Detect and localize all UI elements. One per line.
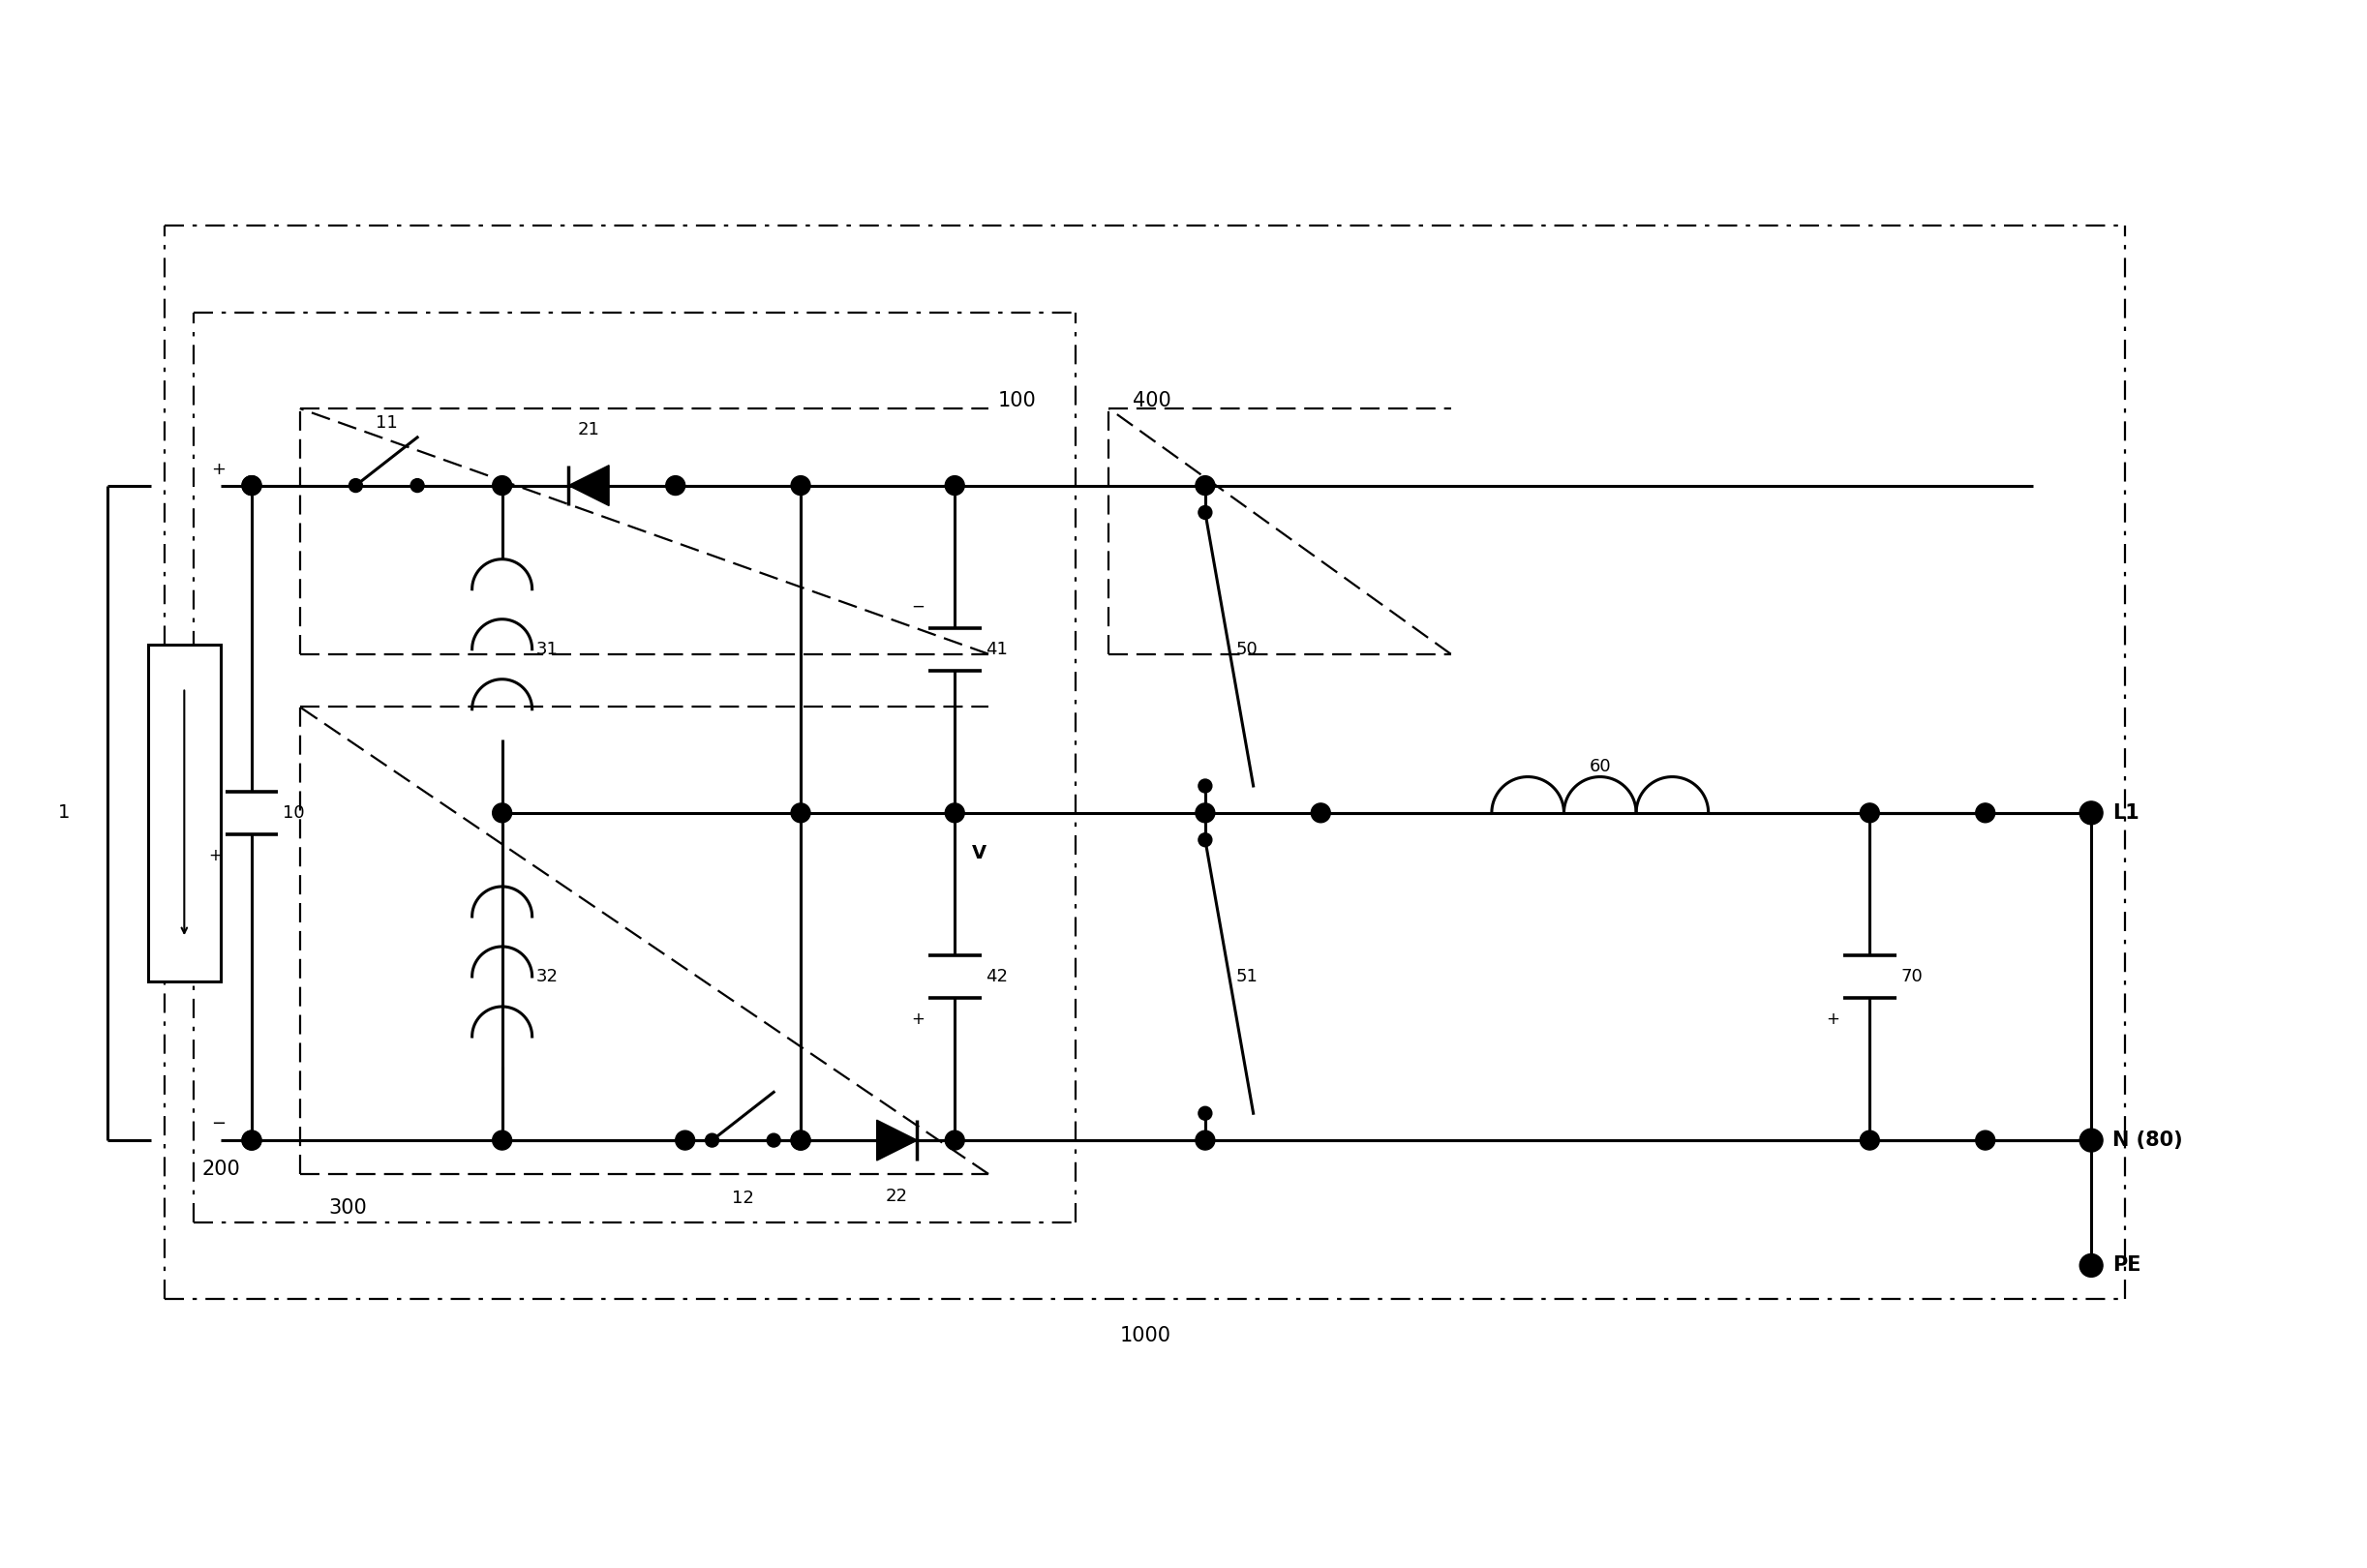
Circle shape: [409, 478, 424, 492]
Circle shape: [1198, 779, 1212, 793]
Circle shape: [2081, 1129, 2102, 1152]
Text: 11: 11: [376, 414, 398, 431]
Circle shape: [1311, 803, 1330, 823]
Circle shape: [241, 475, 260, 495]
Text: N (80): N (80): [2111, 1131, 2182, 1149]
Text: 400: 400: [1134, 390, 1172, 411]
Text: 42: 42: [985, 967, 1008, 985]
Circle shape: [944, 475, 963, 495]
Circle shape: [2081, 1131, 2102, 1149]
Circle shape: [1198, 506, 1212, 519]
Polygon shape: [568, 466, 608, 506]
Circle shape: [1195, 803, 1214, 823]
Text: +: +: [1827, 1010, 1839, 1027]
Circle shape: [1198, 833, 1212, 847]
Text: 21: 21: [578, 420, 599, 439]
Text: 200: 200: [201, 1159, 239, 1179]
Text: 51: 51: [1236, 967, 1259, 985]
Circle shape: [492, 475, 511, 495]
Circle shape: [492, 1131, 511, 1149]
Text: 60: 60: [1588, 757, 1612, 776]
Circle shape: [1860, 1131, 1879, 1149]
Circle shape: [241, 475, 260, 495]
Circle shape: [492, 803, 511, 823]
Circle shape: [1860, 803, 1879, 823]
Circle shape: [791, 1131, 810, 1149]
Text: 1000: 1000: [1120, 1327, 1172, 1345]
Circle shape: [241, 1131, 260, 1149]
Text: 70: 70: [1901, 967, 1922, 985]
Text: +: +: [211, 461, 225, 478]
Text: 22: 22: [885, 1187, 909, 1204]
Circle shape: [1976, 1131, 1995, 1149]
Text: −: −: [211, 1115, 225, 1132]
Text: V: V: [973, 844, 987, 862]
Circle shape: [791, 803, 810, 823]
Circle shape: [2081, 803, 2102, 823]
Text: 300: 300: [329, 1198, 367, 1217]
Text: 100: 100: [999, 390, 1037, 411]
Polygon shape: [876, 1120, 916, 1160]
Circle shape: [2081, 1254, 2102, 1276]
Circle shape: [944, 803, 963, 823]
Circle shape: [767, 1134, 781, 1148]
Circle shape: [1195, 475, 1214, 495]
Text: +: +: [208, 847, 222, 864]
Bar: [147, 644, 220, 982]
Circle shape: [665, 475, 684, 495]
Text: 31: 31: [535, 640, 559, 659]
Circle shape: [241, 1131, 260, 1149]
Circle shape: [348, 478, 362, 492]
Text: L1: L1: [2111, 803, 2140, 823]
Text: 12: 12: [731, 1190, 755, 1207]
Text: +: +: [911, 1010, 925, 1027]
Text: 1: 1: [57, 804, 71, 822]
Circle shape: [944, 1131, 963, 1149]
Circle shape: [1976, 803, 1995, 823]
Text: 32: 32: [535, 967, 559, 985]
Circle shape: [791, 1131, 810, 1149]
Text: 10: 10: [282, 804, 305, 822]
Circle shape: [791, 475, 810, 495]
Text: PE: PE: [2111, 1256, 2142, 1275]
Circle shape: [675, 1131, 696, 1149]
Circle shape: [2081, 801, 2102, 825]
Circle shape: [705, 1134, 720, 1148]
Text: 41: 41: [985, 640, 1008, 659]
Text: 50: 50: [1236, 640, 1257, 659]
Text: −: −: [911, 597, 925, 616]
Circle shape: [1195, 1131, 1214, 1149]
Circle shape: [1198, 1107, 1212, 1120]
